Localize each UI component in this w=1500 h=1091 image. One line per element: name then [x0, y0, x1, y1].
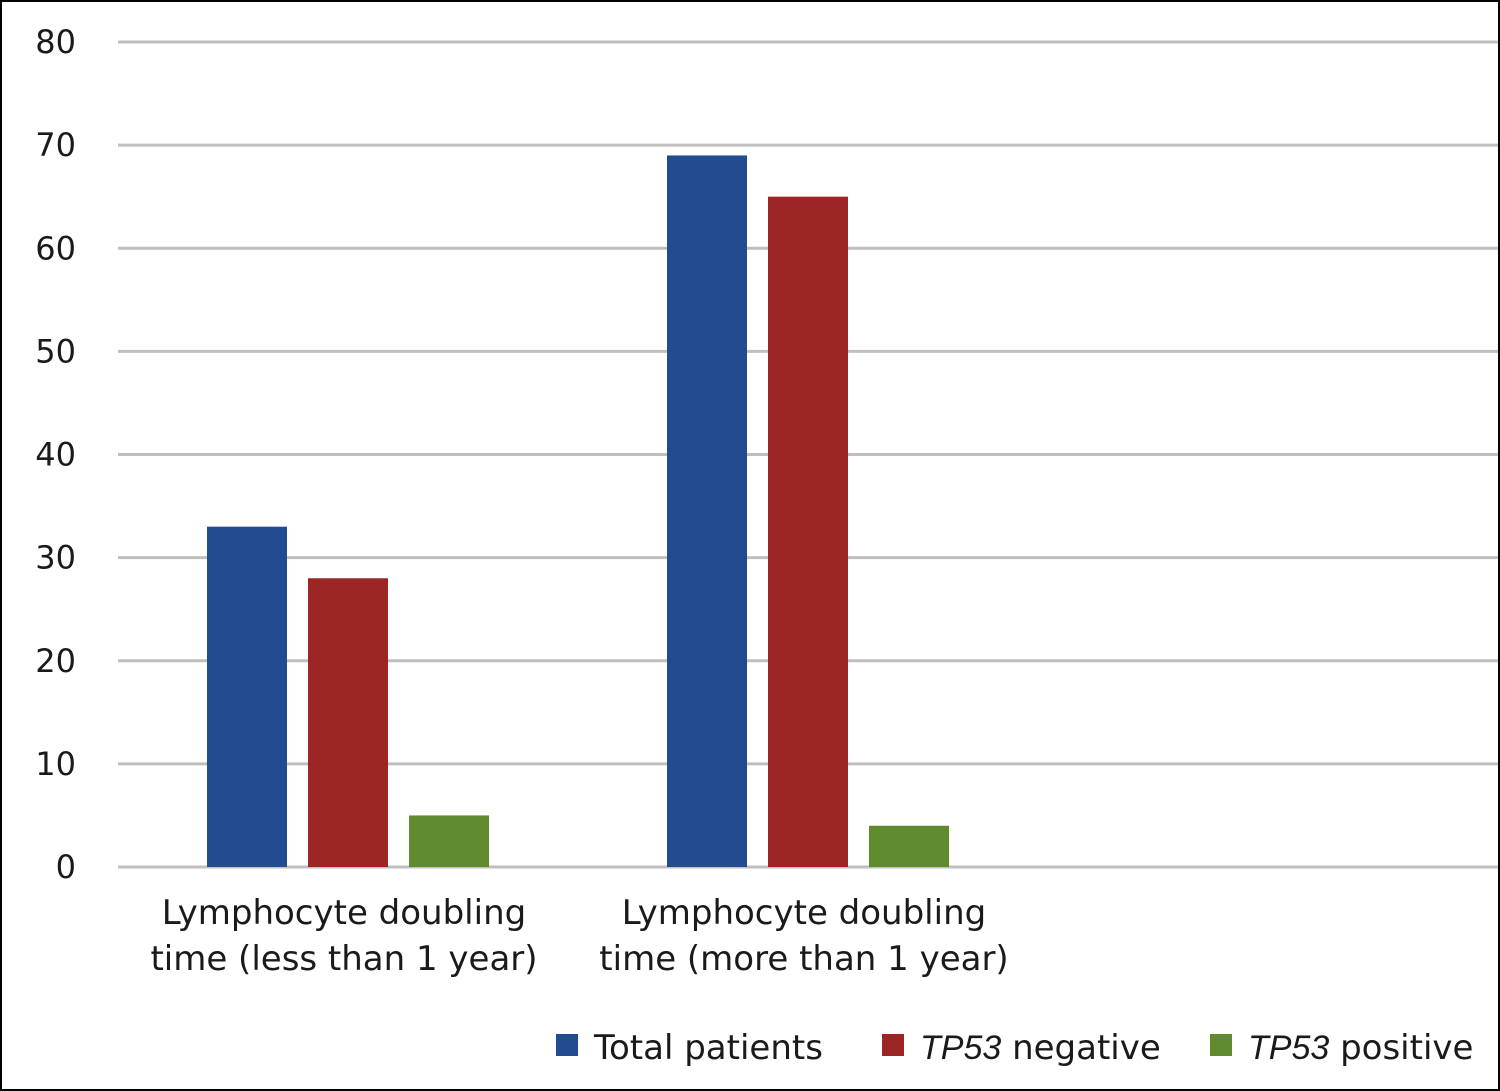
legend-label: TP53 negative — [920, 1028, 1161, 1068]
bar-total-patients-1 — [667, 155, 747, 867]
x-category-label: time (less than 1 year) — [150, 939, 537, 979]
legend-label-italic: TP53 — [1248, 1029, 1329, 1067]
legend-swatch — [882, 1034, 904, 1056]
bar-tp53-positive-1 — [869, 825, 949, 867]
legend-swatch — [556, 1034, 578, 1056]
y-tick-label: 20 — [35, 642, 76, 680]
legend-label-text: positive — [1329, 1028, 1473, 1068]
x-category-label: time (more than 1 year) — [599, 939, 1008, 979]
y-tick-label: 30 — [35, 539, 76, 577]
y-tick-label: 40 — [35, 436, 76, 474]
bar-tp53-negative-1 — [768, 196, 848, 867]
legend-swatch — [1210, 1034, 1232, 1056]
x-axis-category-labels: Lymphocyte doubling time (less than 1 yea… — [150, 893, 1008, 979]
legend-label: TP53 positive — [1248, 1028, 1473, 1068]
legend-label: Total patients — [593, 1028, 823, 1068]
y-tick-label: 0 — [56, 848, 76, 886]
bar-tp53-positive-0 — [409, 815, 489, 867]
x-category-label: Lymphocyte doubling — [162, 893, 526, 933]
y-tick-label: 60 — [35, 229, 76, 267]
legend-label-text: negative — [1001, 1028, 1161, 1068]
bars — [207, 155, 949, 867]
x-category-label: Lymphocyte doubling — [622, 893, 986, 933]
y-tick-label: 50 — [35, 332, 76, 370]
y-tick-label: 80 — [35, 23, 76, 61]
bar-tp53-negative-0 — [308, 578, 388, 867]
y-axis-ticks: 0 10 20 30 40 50 60 70 80 — [35, 23, 76, 886]
y-tick-label: 10 — [35, 745, 76, 783]
legend-label-italic: TP53 — [920, 1029, 1001, 1067]
bar-total-patients-0 — [207, 526, 287, 867]
legend: Total patients TP53 negative TP53 positive — [556, 1028, 1473, 1068]
y-tick-label: 70 — [35, 126, 76, 164]
legend-label-text: Total patients — [593, 1028, 823, 1068]
